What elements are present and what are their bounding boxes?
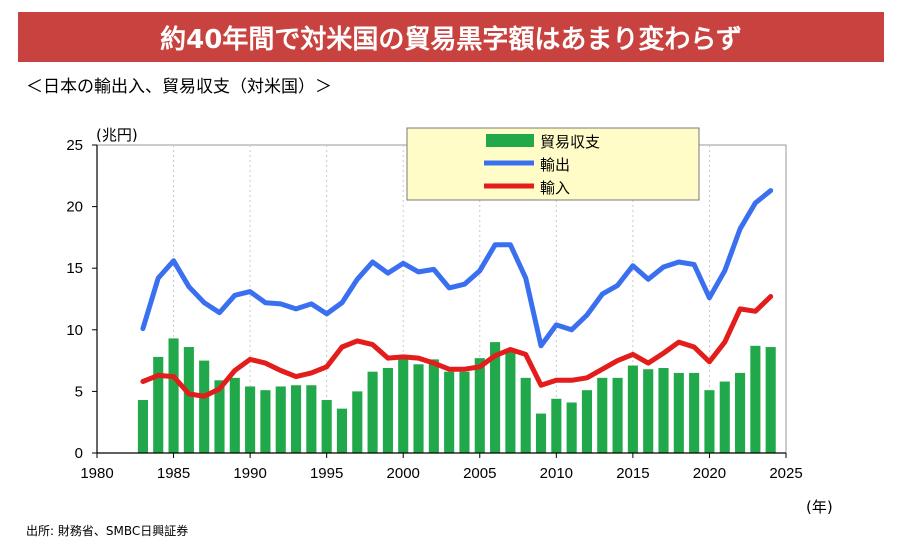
balance-bar	[444, 371, 455, 453]
y-tick-label: 15	[66, 260, 83, 277]
balance-bar	[306, 385, 317, 453]
y-tick-labels: 0 5 10 15 20 25	[66, 137, 97, 462]
export-line	[140, 188, 774, 349]
x-tick-label: 1985	[157, 465, 190, 482]
balance-bar	[459, 371, 470, 453]
balance-bar	[137, 400, 148, 453]
banner-title: 約40年間で対米国の貿易黒字額はあまり変わらず	[18, 12, 884, 62]
y-tick-label: 5	[75, 383, 83, 400]
balance-bar	[566, 402, 577, 453]
legend-label-import: 輸入	[540, 179, 570, 197]
balance-bar	[183, 347, 194, 453]
balance-bar	[428, 359, 439, 453]
balance-bar	[168, 338, 179, 453]
balance-bar	[520, 377, 531, 453]
x-tick-label: 2000	[387, 465, 420, 482]
balance-bar	[551, 398, 562, 453]
balance-bar	[719, 381, 730, 453]
balance-bar	[490, 342, 501, 453]
series-lines	[140, 188, 774, 399]
x-tick-label: 1980	[80, 465, 113, 482]
balance-bar	[382, 367, 393, 453]
balance-bar	[229, 377, 240, 453]
x-tick-label: 2005	[463, 465, 496, 482]
y-tick-label: 10	[66, 322, 83, 339]
legend-label-export: 輸出	[540, 156, 570, 174]
x-axis-unit: (年)	[806, 498, 833, 516]
balance-bar	[336, 408, 348, 453]
y-tick-label: 25	[66, 137, 83, 154]
balance-bar	[643, 369, 654, 453]
balance-bar	[398, 359, 409, 453]
balance-bar	[153, 356, 164, 453]
balance-bar	[535, 413, 547, 453]
chart-subtitle: ＜日本の輸出入、貿易収支（対米国）＞	[26, 77, 332, 97]
balance-bar	[352, 391, 363, 453]
x-tick-label: 2010	[540, 465, 573, 482]
balance-bar	[689, 372, 700, 453]
balance-bars	[137, 338, 776, 453]
y-tick-label: 0	[75, 445, 83, 462]
x-tick-label: 2025	[769, 465, 802, 482]
x-tick-labels: 1980 1985 1990 1995 2000 2005 2010 2015 2020 2025	[80, 453, 803, 482]
balance-bar	[765, 347, 776, 453]
legend-swatch-balance	[486, 134, 534, 147]
balance-bar	[612, 377, 623, 453]
balance-bar	[367, 371, 378, 453]
balance-bar	[245, 386, 256, 453]
x-tick-label: 2015	[616, 465, 649, 482]
source-note: 出所: 財務省、SMBC日興証券	[26, 524, 189, 538]
y-tick-label: 20	[66, 199, 83, 216]
x-tick-label: 1995	[310, 465, 343, 482]
legend-label-balance: 貿易収支	[540, 133, 600, 151]
legend-box	[406, 127, 700, 201]
x-tick-label: 1990	[233, 465, 266, 482]
balance-bar	[673, 372, 684, 453]
balance-bar	[290, 385, 302, 453]
balance-bar	[275, 386, 286, 453]
balance-bar	[581, 390, 593, 453]
balance-bar	[597, 377, 608, 453]
balance-bar	[260, 390, 271, 453]
balance-bar	[505, 351, 516, 453]
balance-bar	[321, 400, 332, 453]
y-axis-unit: (兆円)	[96, 126, 138, 144]
balance-bar	[214, 380, 225, 453]
legend: 貿易収支 輸出 輸入	[406, 127, 700, 201]
x-tick-label: 2020	[693, 465, 726, 482]
balance-bar	[474, 358, 485, 453]
balance-bar	[658, 367, 669, 453]
balance-bar	[704, 390, 715, 453]
balance-bar	[413, 364, 424, 453]
balance-bar	[735, 372, 746, 453]
balance-bar	[199, 360, 210, 453]
balance-bar	[627, 365, 638, 453]
import-line	[140, 294, 774, 399]
balance-bar	[750, 345, 761, 453]
